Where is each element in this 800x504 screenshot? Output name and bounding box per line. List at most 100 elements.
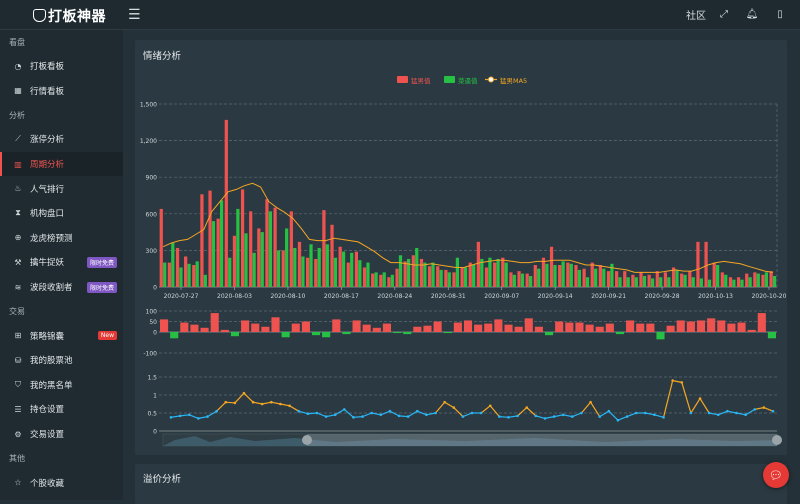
bar-mengnan — [184, 256, 188, 287]
sidebar-item-label: 机构盘口 — [30, 209, 65, 220]
ratio-point — [516, 414, 519, 418]
ratio-line-segment — [271, 401, 281, 405]
ratio-point — [178, 414, 182, 418]
bar-mengnan — [159, 208, 163, 287]
bar-mengnan — [208, 190, 212, 287]
gear-icon: ⚙ — [14, 429, 22, 439]
bar-diff — [555, 321, 564, 332]
sidebar-item[interactable]: ⧗ 机构盘口 — [0, 201, 123, 226]
sidebar-item[interactable]: ⛉ 我的黑名单 — [0, 373, 123, 398]
bar-caibi — [716, 265, 720, 287]
sidebar-item[interactable]: ♨ 人气排行 — [0, 176, 123, 201]
ratio-line-segment — [480, 405, 491, 414]
ratio-line-segment — [262, 401, 272, 405]
ratio-point — [187, 413, 191, 417]
ratio-point — [580, 411, 583, 415]
ratio-point — [224, 400, 228, 404]
sidebar-item[interactable]: ☆ 个股收藏 — [0, 470, 123, 495]
panel-title: 情绪分析 — [143, 51, 182, 62]
ratio-line-segment — [362, 412, 372, 418]
bar-mengnan — [728, 277, 733, 287]
bar-diff — [727, 323, 736, 332]
ratio-point — [270, 400, 273, 404]
target-icon: ⊕ — [14, 233, 22, 243]
bar-caibi — [293, 247, 297, 287]
chat-icon[interactable]: 💬︎ — [763, 462, 789, 488]
sidebar-badge: 限时免费 — [86, 256, 117, 268]
ratio-line-segment — [170, 415, 181, 418]
bar-mengnan — [175, 247, 180, 287]
bar-mengnan — [257, 228, 261, 287]
sidebar-item[interactable]: ≋ 波段收割者 限时免费 — [0, 275, 123, 300]
bar-caibi — [171, 243, 175, 287]
sidebar-item[interactable]: ◔ 打板看板 — [0, 54, 123, 79]
bar-diff — [362, 324, 371, 332]
ratio-point — [470, 411, 474, 415]
ratio-point — [251, 400, 255, 404]
ratio-line-segment — [499, 416, 509, 418]
fullscreen-icon[interactable]: ⤢ — [720, 9, 728, 20]
ratio-line-segment — [435, 401, 446, 414]
sidebar-item[interactable]: ▥ 周期分析 — [0, 151, 123, 177]
ratio-point — [306, 412, 310, 416]
bar-mengnan — [639, 272, 643, 287]
community-link[interactable]: 社区 — [686, 11, 706, 22]
sidebar-item-label: 人气排行 — [30, 184, 65, 195]
menu-toggle-icon[interactable]: ☰ — [128, 7, 141, 23]
sidebar-item[interactable]: ⊞ 策略锦囊 New — [0, 323, 123, 348]
bar-caibi — [374, 272, 378, 287]
bar-caibi — [756, 273, 760, 287]
bar-caibi — [772, 276, 777, 287]
ratio-line-segment — [398, 415, 409, 418]
zoom-handle-right[interactable] — [772, 435, 782, 445]
app-title: 打板神器 — [48, 9, 106, 25]
bar-diff — [291, 323, 300, 332]
bar-mengnan — [680, 273, 684, 287]
y-tick-label: 900 — [146, 175, 158, 182]
bar-mengnan — [436, 266, 440, 287]
bar-diff — [575, 322, 584, 332]
bar-mengnan — [745, 273, 749, 287]
bar-caibi — [366, 262, 370, 287]
sidebar-item[interactable]: ⊕ 龙虎榜预测 — [0, 226, 123, 251]
bar-mengnan — [753, 272, 757, 287]
app-logo[interactable]: 打板神器 — [33, 6, 106, 26]
tablet-icon[interactable]: ▯ — [777, 9, 783, 20]
ratio-line-segment — [453, 407, 464, 418]
sidebar-item[interactable]: ☰ 持仓设置 — [0, 397, 123, 422]
ratio-point — [288, 404, 291, 408]
bar-mengnan — [330, 224, 334, 287]
bar-diff — [393, 332, 402, 334]
bar-mengnan — [167, 262, 171, 287]
sidebar-item[interactable]: ⚙ 交易设置 — [0, 422, 123, 447]
bar-caibi — [748, 277, 752, 287]
ratio-point — [461, 415, 465, 418]
bar-mengnan — [704, 241, 708, 287]
bar-caibi — [528, 276, 533, 287]
sidebar-badge: New — [97, 331, 117, 341]
sidebar-item[interactable]: ⚒ 擒牛捉妖 限时免费 — [0, 250, 123, 275]
ratio-point — [644, 411, 647, 415]
top-bar: 打板神器 ☰ 社区 ⤢ 🔔︎ ▯ — [0, 0, 800, 30]
sidebar-item-label: 个股收藏 — [30, 478, 65, 489]
sidebar-item[interactable]: ⟋ 涨停分析 — [0, 127, 123, 152]
bar-diff — [271, 317, 280, 332]
bar-mengnan — [273, 207, 277, 287]
bar-mengnan — [314, 258, 318, 287]
zoom-selection[interactable] — [307, 434, 777, 446]
bar-mengnan — [395, 268, 399, 287]
ratio-line-segment — [617, 416, 628, 421]
bar-mengnan — [371, 273, 375, 287]
bar-diff — [382, 323, 392, 332]
bar-diff — [230, 332, 240, 337]
hourglass-icon: ⧗ — [15, 208, 21, 218]
sidebar-section-title: 分析 — [9, 111, 25, 121]
zoom-handle-left[interactable] — [302, 435, 312, 445]
sidebar-item[interactable]: ⛁ 我的股票池 — [0, 348, 123, 373]
bell-icon[interactable]: 🔔︎ — [745, 9, 759, 20]
bar-diff — [423, 325, 432, 332]
sidebar-item-label: 波段收割者 — [30, 283, 73, 294]
sidebar-item[interactable]: ▦ 行情看板 — [0, 79, 123, 104]
bar-caibi — [537, 268, 541, 287]
bar-diff — [463, 320, 473, 332]
